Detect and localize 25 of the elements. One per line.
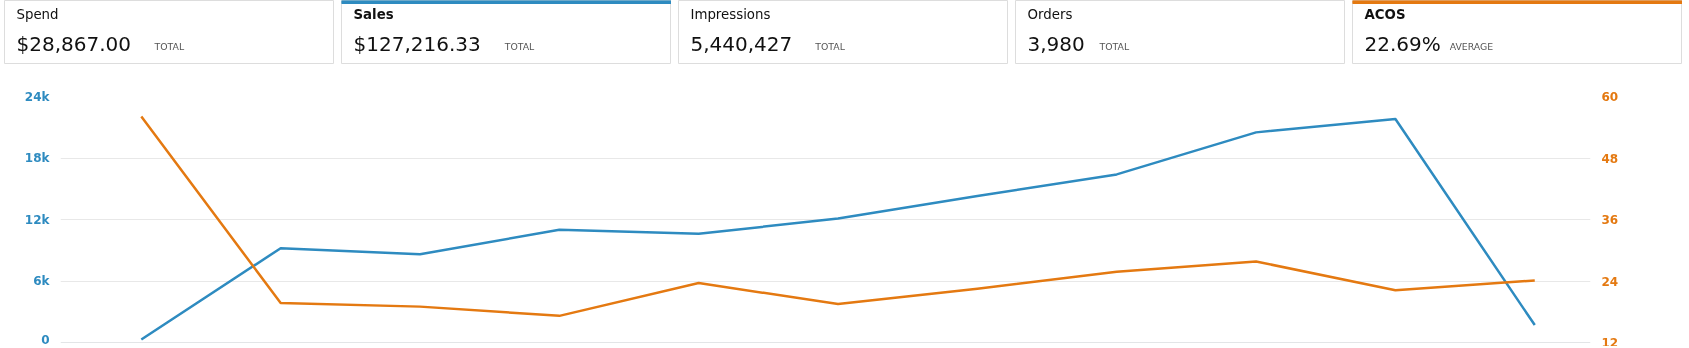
y-tick-label: 6k [33,274,51,288]
text: AVERAGE [1449,41,1494,52]
text: TOTAL [814,41,846,52]
text: 22.69% [1364,31,1441,56]
y-tick-label: 18k [24,151,51,165]
y-tick-label: 24k [24,89,51,104]
y2-tick-label: 24 [1601,274,1619,289]
text: TOTAL [1098,41,1130,52]
text: Impressions [690,7,771,22]
text: 3,980 [1027,31,1085,56]
y2-tick-label: 60 [1601,90,1619,104]
text: 5,440,427 [690,31,793,56]
y-tick-label: 0 [41,332,50,347]
y2-tick-label: 36 [1601,213,1619,227]
text: ACOS [1364,7,1406,22]
y2-tick-label: 48 [1601,151,1619,166]
text: TOTAL [153,41,185,52]
text: TOTAL [503,41,536,52]
text: $28,867.00 [16,31,132,56]
y2-tick-label: 12 [1601,335,1619,348]
text: Sales [353,7,394,22]
text: $127,216.33 [353,31,481,56]
text: Orders [1027,7,1073,22]
text: Spend [16,7,59,22]
y-tick-label: 12k [24,212,51,227]
